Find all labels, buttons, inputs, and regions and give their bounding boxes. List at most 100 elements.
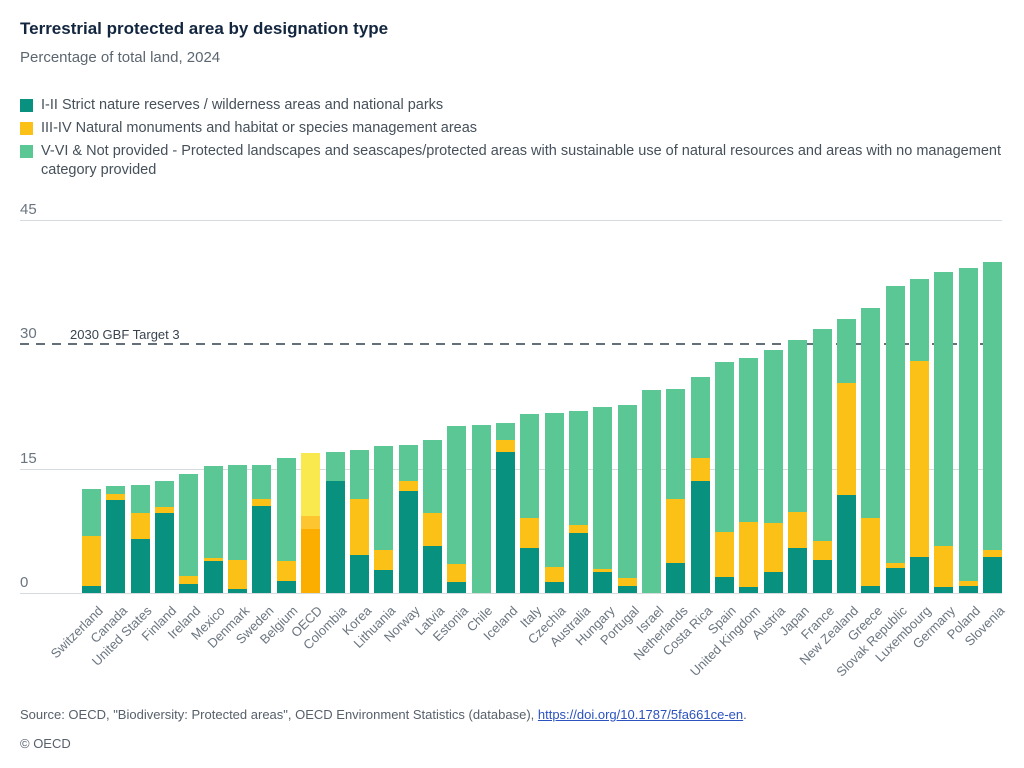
bar-segment[interactable] [82,535,101,586]
bar-segment[interactable] [666,499,686,564]
bar-segment[interactable] [349,499,369,555]
bar-segment[interactable] [812,540,832,560]
bar-segment[interactable] [422,545,442,593]
bar-segment[interactable] [374,446,394,550]
bar-segment[interactable] [495,423,515,440]
bar-segment[interactable] [276,580,296,593]
bar-segment[interactable] [179,473,199,576]
bar-france[interactable] [812,329,832,593]
bar-segment[interactable] [301,452,321,516]
bar-segment[interactable] [617,578,637,586]
bar-segment[interactable] [252,499,272,506]
bar-segment[interactable] [471,424,491,593]
bar-segment[interactable] [958,580,978,586]
bar-segment[interactable] [909,360,929,557]
bar-segment[interactable] [495,439,515,453]
bar-segment[interactable] [544,413,564,568]
bar-czechia[interactable] [544,413,564,593]
bar-segment[interactable] [106,494,126,501]
bar-norway[interactable] [398,445,418,593]
bar-united-states[interactable] [130,485,150,593]
bar-segment[interactable] [739,521,759,588]
bar-segment[interactable] [349,554,369,593]
bar-segment[interactable] [520,518,540,549]
bar-oecd[interactable] [301,452,321,593]
bar-segment[interactable] [228,465,248,560]
bar-segment[interactable] [909,556,929,593]
bar-segment[interactable] [909,278,929,361]
bar-segment[interactable] [812,329,832,541]
bar-segment[interactable] [885,563,905,569]
bar-segment[interactable] [422,440,442,514]
bar-segment[interactable] [836,383,856,496]
bar-costa-rica[interactable] [690,377,710,593]
bar-segment[interactable] [130,513,150,540]
bar-segment[interactable] [690,457,710,482]
bar-segment[interactable] [106,486,126,495]
bar-segment[interactable] [715,532,735,578]
bar-segment[interactable] [982,262,1002,550]
bar-israel[interactable] [642,389,662,593]
bar-segment[interactable] [666,563,686,593]
bar-segment[interactable] [276,560,296,581]
bar-segment[interactable] [617,585,637,593]
bar-segment[interactable] [617,404,637,579]
bar-canada[interactable] [106,486,126,593]
bar-segment[interactable] [715,577,735,593]
bar-segment[interactable] [349,449,369,500]
bar-segment[interactable] [861,585,881,593]
bar-segment[interactable] [715,361,735,533]
bar-segment[interactable] [228,588,248,593]
bar-lithuania[interactable] [374,446,394,593]
bar-segment[interactable] [447,426,467,564]
bar-colombia[interactable] [325,452,345,593]
bar-segment[interactable] [252,505,272,593]
bar-segment[interactable] [690,377,710,458]
bar-portugal[interactable] [617,404,637,593]
bar-segment[interactable] [934,545,954,588]
bar-segment[interactable] [593,407,613,569]
bar-segment[interactable] [82,585,101,593]
bar-greece[interactable] [861,307,881,593]
bar-segment[interactable] [982,549,1002,557]
bar-segment[interactable] [325,452,345,482]
bar-segment[interactable] [544,582,564,593]
bar-segment[interactable] [788,511,808,549]
bar-segment[interactable] [495,452,515,593]
bar-segment[interactable] [593,572,613,593]
bar-segment[interactable] [861,307,881,519]
bar-segment[interactable] [763,523,783,573]
bar-segment[interactable] [422,513,442,546]
bar-segment[interactable] [82,489,101,536]
bar-new-zealand[interactable] [836,318,856,593]
bar-segment[interactable] [958,585,978,593]
bar-slovenia[interactable] [982,262,1002,593]
bar-segment[interactable] [179,583,199,593]
bar-poland[interactable] [958,268,978,593]
bar-netherlands[interactable] [666,389,686,593]
source-link[interactable]: https://doi.org/10.1787/5fa661ce-en [537,707,744,722]
bar-chile[interactable] [471,424,491,593]
bar-belgium[interactable] [276,457,296,593]
bar-sweden[interactable] [252,464,272,593]
bar-finland[interactable] [155,481,175,593]
bar-segment[interactable] [398,491,418,593]
bar-segment[interactable] [836,495,856,593]
bar-segment[interactable] [593,568,613,573]
bar-segment[interactable] [569,525,588,534]
bar-segment[interactable] [374,549,394,570]
bar-segment[interactable] [130,539,150,593]
bar-segment[interactable] [520,548,540,593]
bar-spain[interactable] [715,361,735,593]
bar-estonia[interactable] [447,426,467,593]
bar-segment[interactable] [447,563,467,583]
bar-segment[interactable] [130,485,150,514]
bar-mexico[interactable] [203,466,223,593]
bar-segment[interactable] [885,286,905,564]
bar-segment[interactable] [179,575,199,584]
bar-segment[interactable] [958,268,978,581]
bar-segment[interactable] [301,529,321,593]
bar-ireland[interactable] [179,473,199,593]
bar-segment[interactable] [763,350,783,524]
bar-hungary[interactable] [593,407,613,593]
